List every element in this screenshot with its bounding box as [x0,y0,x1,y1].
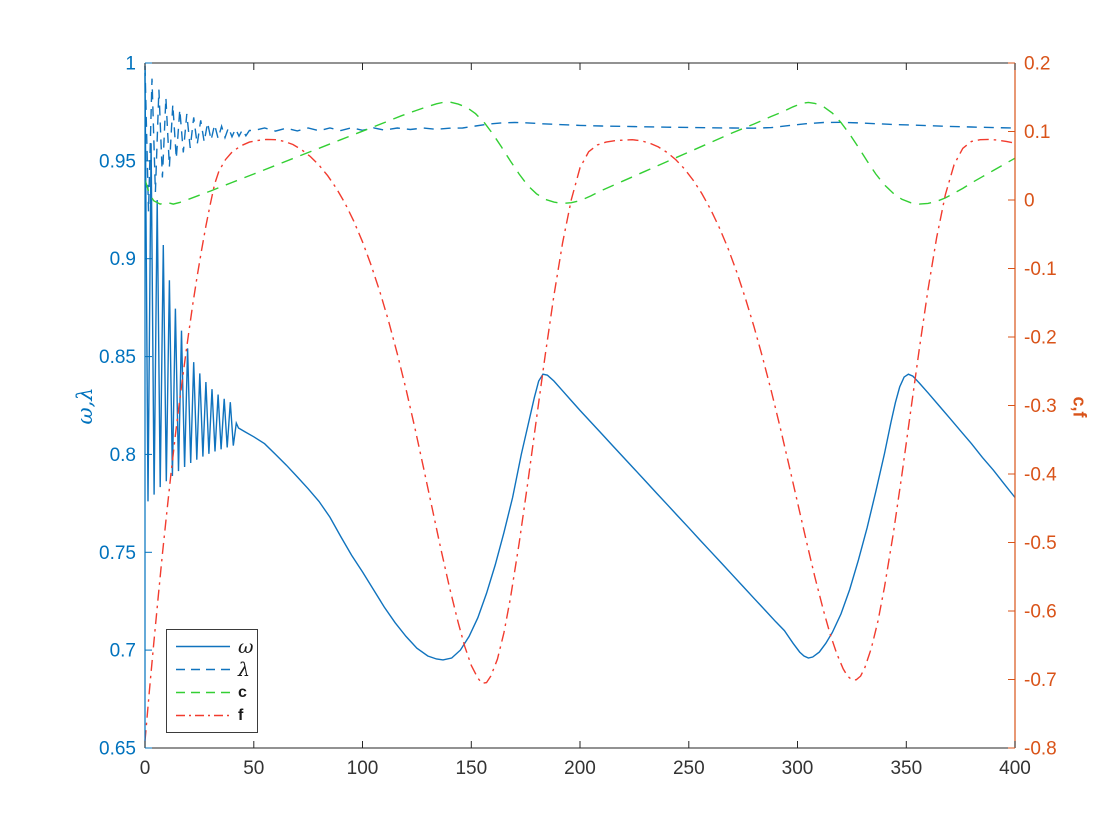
series-c-line [144,101,1016,205]
legend-item-c: c [175,681,257,704]
right-y-tick-label: -0.4 [1024,465,1057,486]
left-y-tick-label: 0.75 [99,543,136,564]
right-y-tick-label: -0.2 [1024,328,1057,349]
right-y-tick-label: 0.1 [1024,122,1050,143]
x-tick-label: 0 [140,758,151,779]
lambda-line-sample [176,668,230,671]
x-tick-label: 200 [564,758,596,779]
right-y-tick-label: -0.3 [1024,396,1057,417]
left-y-tick-label: 0.9 [110,249,136,270]
x-tick-label: 100 [347,758,379,779]
right-axis-label: c,f [1069,396,1090,418]
series-lambda-line [144,65,1016,212]
f-line-sample [176,714,230,717]
left-y-tick-label: 0.65 [99,739,136,760]
right-y-tick-label: 0 [1024,191,1035,212]
x-tick-label: 400 [999,758,1031,779]
legend-label-omega: ω [238,635,254,658]
right-y-tick-label: -0.1 [1024,259,1057,280]
series-f-line [144,138,1016,742]
legend-item-omega: ω [175,635,257,658]
x-tick-label: 250 [673,758,705,779]
legend-item-lambda: λ [175,658,257,681]
x-tick-label: 50 [243,758,264,779]
legend-label-lambda: λ [238,658,251,681]
legend-label-c: c [238,683,247,701]
legend-label-f: f [238,706,244,724]
right-y-tick-label: -0.5 [1024,533,1057,554]
x-tick-label: 150 [455,758,487,779]
x-tick-label: 300 [782,758,814,779]
left-y-tick-label: 0.7 [110,641,136,662]
left-axis-label: ω,λ [73,387,97,425]
left-y-tick-label: 1 [125,54,136,75]
legend: ω λ c f [166,629,258,733]
x-tick-label: 350 [890,758,922,779]
left-y-tick-label: 0.8 [110,445,136,466]
left-y-tick-label: 0.95 [99,151,136,172]
right-y-tick-label: -0.8 [1024,739,1057,760]
legend-item-f: f [175,704,257,727]
c-line-sample [176,691,230,694]
omega-line-sample [176,645,230,648]
right-y-tick-label: 0.2 [1024,54,1050,75]
right-y-tick-label: -0.6 [1024,602,1057,623]
right-y-tick-label: -0.7 [1024,670,1057,691]
series-omega-line [144,72,1016,661]
left-y-tick-label: 0.85 [99,347,136,368]
